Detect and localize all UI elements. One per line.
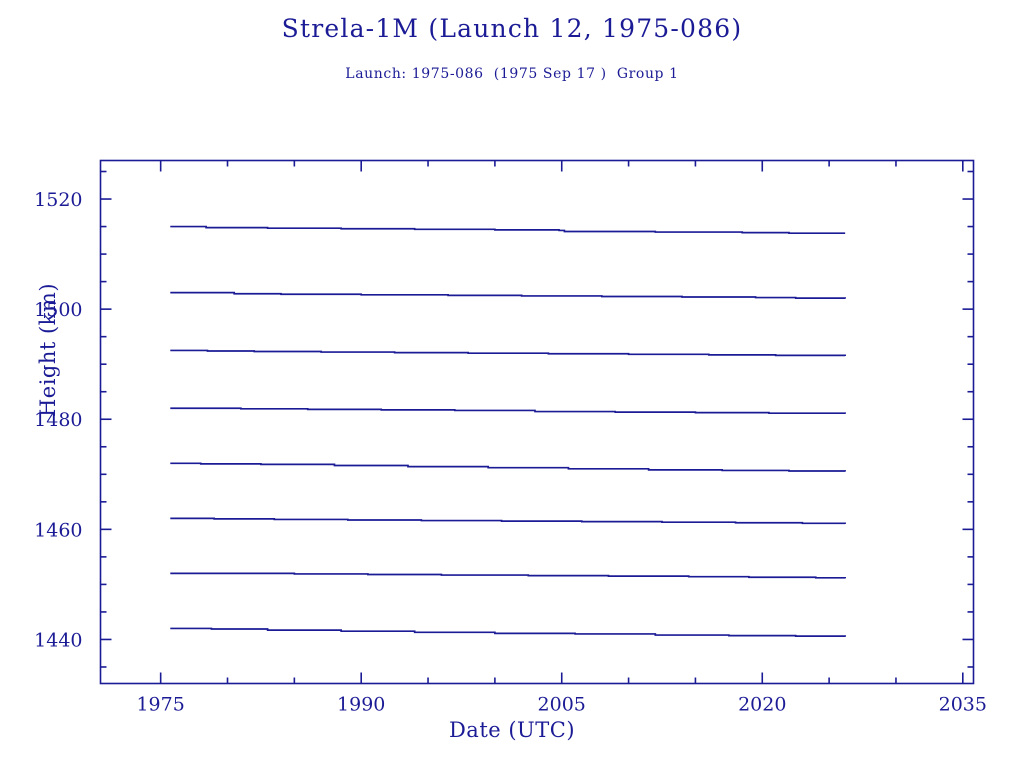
y-tick-label: 1460 xyxy=(34,519,82,541)
x-tick-label: 2035 xyxy=(939,694,987,716)
chart-title: Strela-1M (Launch 12, 1975-086) xyxy=(281,14,743,43)
y-tick-label: 1480 xyxy=(34,409,82,431)
x-tick-label: 2005 xyxy=(538,694,586,716)
data-series-group xyxy=(170,225,847,637)
x-tick-label: 2020 xyxy=(738,694,786,716)
data-series-line xyxy=(170,407,847,415)
x-axis-label: Date (UTC) xyxy=(448,718,576,742)
data-series-line xyxy=(170,627,847,637)
y-tick-label: 1440 xyxy=(34,629,82,651)
x-tick-label: 1975 xyxy=(136,694,184,716)
data-series-line xyxy=(170,291,847,299)
chart-subtitle: Launch: 1975-086 (1975 Sep 17 ) Group 1 xyxy=(345,66,679,82)
data-series-line xyxy=(170,517,847,525)
data-series-line xyxy=(170,349,847,357)
y-tick-label: 1520 xyxy=(34,189,82,211)
axis-tick-labels: 1440 1460 1480 1500 1520 1975 1990 2005 2020 2035 xyxy=(34,189,987,715)
data-series-line xyxy=(170,225,846,235)
data-series-line xyxy=(170,572,847,579)
y-tick-label: 1500 xyxy=(34,299,82,321)
axis-ticks xyxy=(100,160,974,684)
plot-frame xyxy=(99,159,975,685)
x-tick-label: 1990 xyxy=(337,694,385,716)
data-series-line xyxy=(170,462,847,472)
